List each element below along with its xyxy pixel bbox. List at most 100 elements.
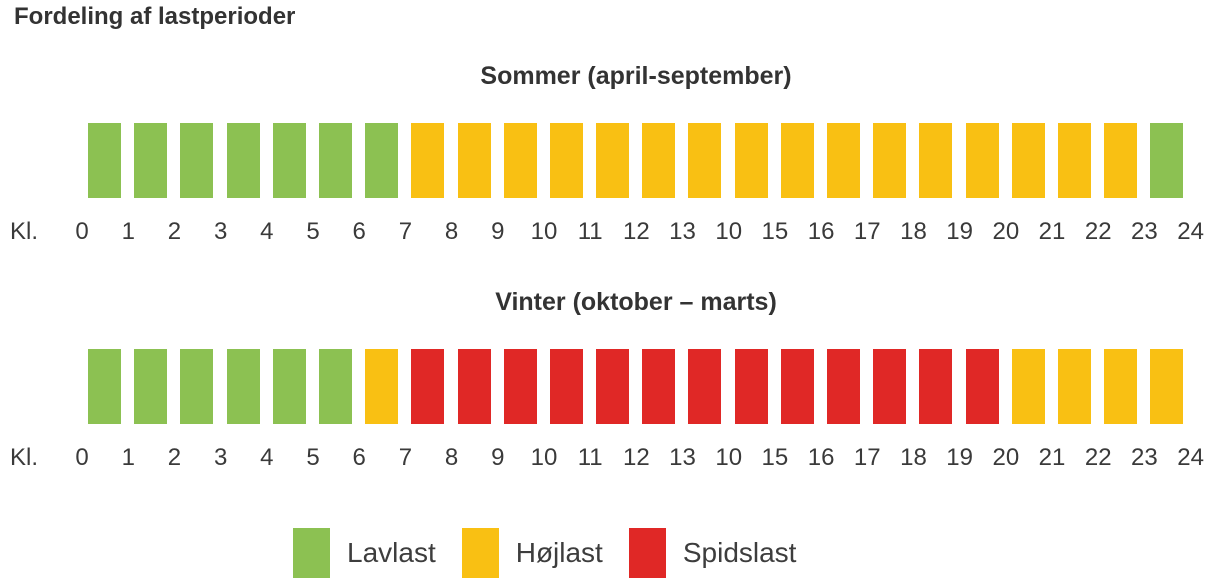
axis-tick-label: 11 [577, 444, 603, 471]
axis-tick-label: 16 [807, 444, 835, 471]
axis-tick-label: 10 [715, 444, 743, 471]
hour-bar-spidslast [549, 349, 583, 424]
hour-bar-spidslast [965, 349, 999, 424]
axis-tick-label: 17 [853, 444, 881, 471]
hour-bar-hojlast [827, 123, 860, 198]
axis-tick-label: 13 [669, 218, 696, 245]
axis-tick-label: 12 [622, 444, 650, 471]
winter-title: Vinter (oktober – marts) [495, 288, 777, 316]
axis-tick-label: 18 [900, 444, 927, 471]
legend-label: Højlast [515, 537, 603, 568]
hour-bar-lavlast [134, 123, 168, 198]
hour-bar-lavlast [180, 349, 214, 424]
hour-bar-lavlast [272, 123, 306, 198]
hour-bar-hojlast [965, 123, 999, 198]
axis-tick-label: 4 [260, 218, 274, 245]
hour-bar-spidslast [780, 349, 814, 424]
hour-bar-lavlast [365, 123, 399, 198]
summer-title: Sommer (april-september) [480, 62, 792, 90]
axis-tick-label: 11 [577, 218, 603, 245]
hour-bar-hojlast [1057, 349, 1091, 424]
axis-tick-label: 9 [491, 218, 505, 245]
axis-prefix: Kl. [10, 444, 39, 471]
hour-bar-hojlast [503, 123, 537, 198]
hour-bar-hojlast [365, 349, 399, 424]
hour-bar-hojlast [873, 123, 907, 198]
hour-bar-spidslast [688, 349, 722, 424]
hour-bar-lavlast [226, 123, 260, 198]
winter-axis-ticks: 0 1 2 3 4 5 6 7 8 9 10 11 12 13 10 15 16 17 18 19 20 21 22 23 24 [59, 444, 1214, 472]
spidslast-color-swatch [628, 528, 666, 578]
axis-tick-label: 10 [715, 218, 743, 245]
hour-bar-hojlast [780, 123, 814, 198]
axis-tick-label: 5 [306, 444, 320, 471]
axis-tick-label: 10 [530, 218, 558, 245]
axis-tick-label: 18 [900, 218, 927, 245]
axis-tick-label: 10 [530, 444, 558, 471]
axis-prefix: Kl. [10, 218, 39, 245]
hour-bar-spidslast [642, 349, 676, 424]
summer-axis: Kl. 0 1 2 3 4 5 6 7 8 9 10 11 12 13 10 15 16 17 18 19 20 21 22… [0, 218, 1217, 250]
hour-bar-lavlast [180, 123, 214, 198]
axis-tick-label: 2 [167, 444, 182, 471]
axis-tick-label: 3 [213, 444, 228, 471]
axis-tick-label: 21 [1038, 218, 1066, 245]
hour-bar-hojlast [1150, 349, 1184, 424]
hour-bar-spidslast [457, 349, 491, 424]
axis-tick-label: 7 [398, 218, 413, 245]
axis-tick-label: 12 [622, 218, 650, 245]
axis-tick-label: 19 [946, 444, 973, 471]
hour-bar-hojlast [919, 123, 953, 198]
axis-tick-label: 1 [121, 444, 135, 471]
hour-bar-hojlast [549, 123, 583, 198]
hour-bar-lavlast [88, 123, 121, 198]
hour-bar-lavlast [1150, 123, 1184, 198]
hour-bar-hojlast [457, 123, 491, 198]
axis-tick-label: 23 [1131, 444, 1158, 471]
axis-tick-label: 13 [669, 444, 696, 471]
legend-item-lavlast: Lavlast [293, 528, 436, 578]
hour-bar-spidslast [734, 349, 768, 424]
axis-tick-label: 6 [352, 218, 366, 245]
hour-bar-hojlast [642, 123, 676, 198]
winter-bar-track [88, 349, 1184, 424]
hour-bar-spidslast [827, 349, 860, 424]
axis-tick-label: 1 [121, 218, 135, 245]
axis-tick-label: 21 [1038, 444, 1066, 471]
legend-label: Lavlast [347, 537, 436, 568]
hour-bar-spidslast [596, 349, 630, 424]
axis-tick-label: 0 [75, 444, 89, 471]
hour-bar-hojlast [411, 123, 445, 198]
page-title: Fordeling af lastperioder [14, 3, 296, 30]
hour-bar-hojlast [1104, 349, 1138, 424]
axis-tick-label: 8 [444, 444, 459, 471]
lavlast-color-swatch [293, 528, 330, 578]
axis-tick-label: 15 [761, 444, 789, 471]
axis-tick-label: 23 [1131, 218, 1158, 245]
hour-bar-hojlast [688, 123, 722, 198]
axis-tick-label: 2 [167, 218, 182, 245]
axis-tick-label: 24 [1177, 218, 1204, 245]
hour-bar-hojlast [734, 123, 768, 198]
legend-item-hojlast: Højlast [461, 528, 603, 578]
axis-tick-label: 7 [398, 444, 413, 471]
axis-tick-label: 16 [807, 218, 835, 245]
hour-bar-lavlast [134, 349, 168, 424]
hour-bar-lavlast [318, 349, 352, 424]
hour-bar-spidslast [919, 349, 953, 424]
axis-tick-label: 15 [761, 218, 789, 245]
hour-bar-hojlast [1104, 123, 1138, 198]
hour-bar-hojlast [1057, 123, 1091, 198]
hour-bar-spidslast [411, 349, 445, 424]
axis-tick-label: 20 [992, 218, 1020, 245]
hour-bar-lavlast [88, 349, 121, 424]
axis-tick-label: 3 [213, 218, 228, 245]
hour-bar-spidslast [873, 349, 907, 424]
axis-tick-label: 6 [352, 444, 366, 471]
hour-bar-hojlast [1011, 349, 1045, 424]
summer-bar-track [88, 123, 1184, 198]
legend-item-spidslast: Spidslast [628, 528, 796, 578]
